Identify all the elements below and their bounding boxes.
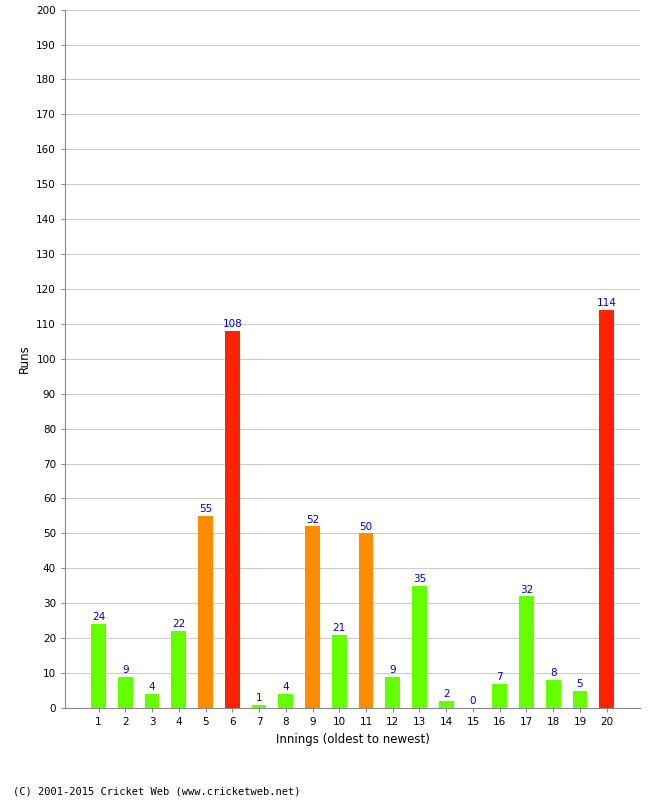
Text: 5: 5: [577, 678, 583, 689]
Bar: [519, 596, 534, 708]
Text: 55: 55: [199, 504, 212, 514]
Bar: [198, 516, 213, 708]
Text: 9: 9: [122, 665, 129, 675]
Bar: [573, 690, 588, 708]
Text: 21: 21: [333, 623, 346, 633]
Text: 35: 35: [413, 574, 426, 584]
Y-axis label: Runs: Runs: [18, 345, 31, 373]
Text: 7: 7: [497, 672, 503, 682]
Text: 114: 114: [597, 298, 617, 308]
Text: 0: 0: [470, 696, 476, 706]
Text: 52: 52: [306, 514, 319, 525]
Text: 32: 32: [520, 585, 533, 594]
Bar: [546, 680, 560, 708]
Text: 9: 9: [389, 665, 396, 675]
Bar: [145, 694, 159, 708]
Text: 2: 2: [443, 690, 450, 699]
Text: 4: 4: [283, 682, 289, 692]
Bar: [172, 631, 186, 708]
Text: 108: 108: [222, 319, 242, 329]
Text: 1: 1: [255, 693, 263, 702]
X-axis label: Innings (oldest to newest): Innings (oldest to newest): [276, 733, 430, 746]
Bar: [412, 586, 427, 708]
Bar: [359, 534, 373, 708]
Text: (C) 2001-2015 Cricket Web (www.cricketweb.net): (C) 2001-2015 Cricket Web (www.cricketwe…: [13, 786, 300, 796]
Bar: [225, 331, 240, 708]
Bar: [118, 677, 133, 708]
Bar: [91, 624, 106, 708]
Text: 22: 22: [172, 619, 185, 630]
Bar: [493, 683, 507, 708]
Bar: [278, 694, 293, 708]
Text: 50: 50: [359, 522, 372, 532]
Bar: [439, 701, 454, 708]
Bar: [305, 526, 320, 708]
Bar: [385, 677, 400, 708]
Text: 4: 4: [149, 682, 155, 692]
Text: 24: 24: [92, 613, 105, 622]
Bar: [599, 310, 614, 708]
Text: 8: 8: [550, 668, 556, 678]
Bar: [252, 705, 266, 708]
Bar: [332, 634, 346, 708]
